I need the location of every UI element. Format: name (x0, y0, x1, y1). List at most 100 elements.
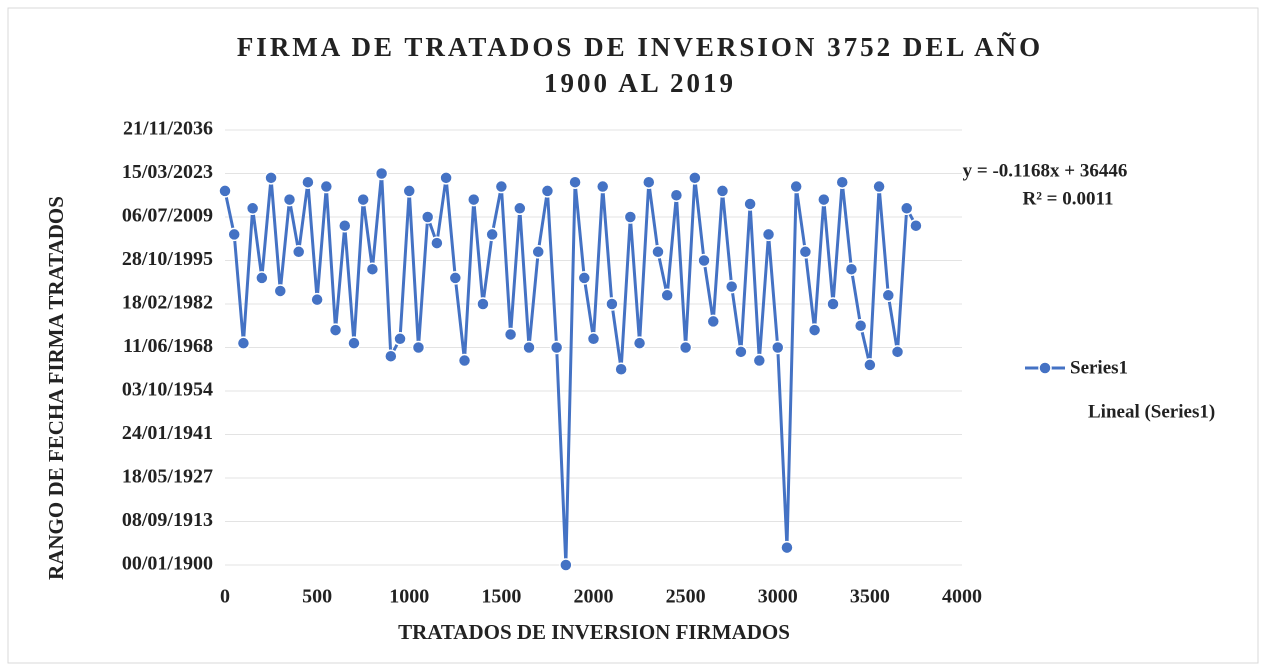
data-point (245, 201, 260, 216)
data-point (430, 236, 444, 250)
data-point (264, 171, 278, 185)
data-point (356, 192, 370, 207)
y-tick-label: 24/01/1941 (122, 422, 213, 444)
data-point (338, 218, 352, 233)
data-point (642, 175, 656, 189)
y-tick-label: 11/06/1968 (123, 335, 213, 357)
data-point (310, 292, 324, 307)
data-point (319, 179, 334, 194)
x-tick-label: 1500 (481, 586, 521, 608)
legend-label: Lineal (Series1) (1088, 401, 1215, 422)
data-point (651, 245, 665, 259)
data-point (494, 179, 509, 194)
data-point (568, 175, 582, 189)
x-tick-label: 4000 (942, 586, 982, 608)
data-point (384, 349, 398, 363)
data-point (863, 358, 877, 372)
data-point (559, 558, 573, 572)
data-point (374, 166, 389, 181)
data-point (660, 288, 674, 303)
data-point (531, 245, 545, 259)
data-point (706, 314, 721, 329)
series-line (223, 172, 918, 567)
data-point (724, 279, 739, 294)
data-point (614, 362, 628, 376)
legend-marker (1038, 361, 1052, 375)
data-point (522, 340, 536, 355)
chart-title: 1900 AL 2019 (544, 68, 736, 98)
data-point (273, 284, 288, 298)
data-point (347, 336, 361, 350)
data-point (688, 171, 702, 185)
data-point (605, 297, 619, 311)
data-point (439, 171, 453, 185)
data-point (844, 262, 859, 276)
data-point (513, 201, 527, 216)
x-tick-label: 1000 (389, 586, 429, 608)
data-point (632, 336, 647, 350)
data-point (909, 218, 923, 233)
data-point (595, 179, 610, 194)
data-point (301, 175, 315, 189)
data-point (503, 327, 518, 342)
x-tick-label: 3500 (850, 586, 890, 608)
y-tick-label: 28/10/1995 (122, 248, 213, 270)
data-point (789, 179, 803, 194)
data-point (780, 540, 794, 555)
data-point (899, 201, 914, 216)
data-point (835, 175, 849, 189)
y-tick-label: 06/07/2009 (122, 205, 213, 227)
data-point (466, 192, 481, 207)
x-tick-label: 3000 (758, 586, 798, 608)
y-tick-label: 18/02/1982 (122, 292, 213, 314)
y-axis-title: RANGO DE FECHA FIRMA TRATADOS (44, 196, 68, 580)
data-point (752, 353, 767, 368)
x-tick-label: 0 (220, 586, 230, 608)
plot-area: 00/01/1900 08/09/1913 18/05/1927 24/01/1941… (122, 118, 982, 608)
data-point (282, 192, 297, 207)
y-tick-label: 08/09/1913 (122, 509, 213, 531)
data-point (715, 184, 730, 198)
data-point (669, 188, 684, 202)
data-point (623, 210, 638, 224)
chart-title: FIRMA DE TRATADOS DE INVERSION 3752 DEL … (237, 32, 1043, 62)
data-point (236, 336, 251, 350)
legend-label: Series1 (1070, 357, 1128, 378)
data-point (678, 340, 693, 355)
data-point (826, 297, 840, 311)
x-tick-label: 2500 (666, 586, 706, 608)
data-point (872, 179, 886, 194)
data-point (890, 345, 905, 359)
y-tick-label: 03/10/1954 (122, 379, 213, 401)
data-point (697, 253, 711, 268)
data-point (291, 245, 306, 259)
data-point (420, 210, 435, 224)
data-point (853, 319, 868, 333)
data-point (761, 227, 776, 242)
data-point (807, 323, 822, 337)
data-point (393, 332, 407, 346)
y-tick-label: 00/01/1900 (122, 553, 213, 575)
data-point (457, 353, 472, 368)
data-point (255, 271, 269, 285)
y-tick-label: 18/05/1927 (122, 466, 213, 488)
data-point (577, 271, 592, 285)
data-point (743, 197, 757, 211)
x-tick-label: 2000 (574, 586, 614, 608)
data-point (586, 332, 601, 346)
data-point (448, 271, 463, 285)
trend-equation: y = -0.1168x + 36446 (963, 160, 1128, 181)
data-point (411, 340, 426, 355)
trend-r2: R² = 0.0011 (1023, 188, 1114, 209)
data-point (817, 192, 831, 207)
data-point (402, 184, 416, 198)
y-tick-label: 15/03/2023 (122, 161, 213, 183)
data-point (485, 227, 499, 242)
data-point (218, 184, 232, 198)
data-point (771, 340, 785, 355)
y-tick-label: 21/11/2036 (123, 118, 213, 140)
data-point (476, 297, 490, 311)
x-tick-label: 500 (302, 586, 332, 608)
data-point (365, 262, 380, 276)
